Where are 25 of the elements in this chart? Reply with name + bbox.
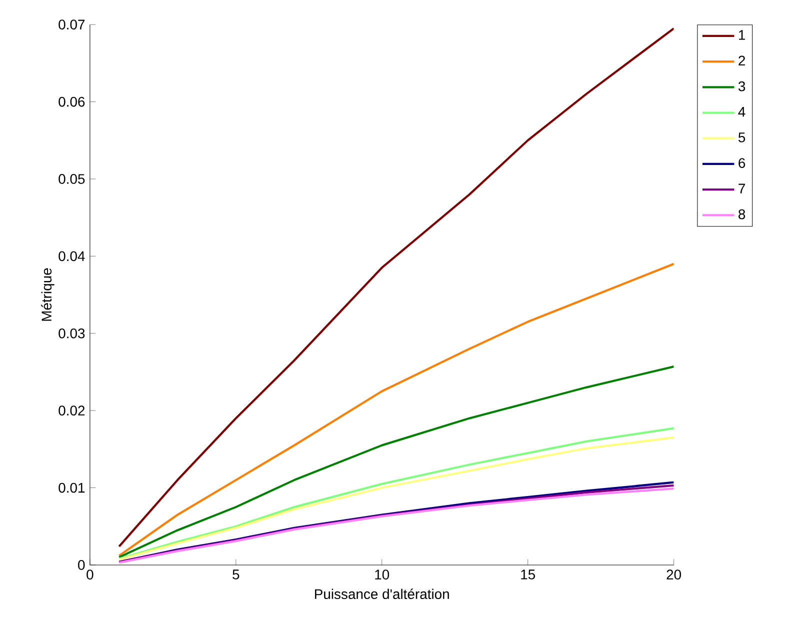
y-tick-label: 0.02: [58, 406, 85, 416]
legend-label: 2: [738, 56, 745, 66]
x-tick-label: 15: [521, 570, 535, 580]
legend-label: 5: [738, 132, 746, 142]
x-tick-label: 20: [666, 570, 682, 580]
y-tick-label: 0.03: [58, 328, 85, 338]
legend-label: 8: [738, 209, 746, 220]
y-tick-label: 0.05: [58, 174, 85, 184]
y-tick-label: 0.07: [58, 20, 85, 30]
y-tick-label: 0: [78, 560, 85, 570]
legend-label: 3: [738, 81, 746, 92]
legend-label: 4: [738, 107, 746, 117]
y-axis-title: Métrique: [41, 268, 54, 321]
y-tick-label: 0.04: [58, 251, 85, 262]
x-tick-label: 5: [232, 570, 240, 580]
legend-label: 1: [738, 30, 745, 40]
legend-label: 7: [738, 184, 745, 194]
y-tick-label: 0.01: [58, 482, 85, 493]
line-series: [118, 27, 674, 548]
x-tick-label: 10: [375, 570, 390, 580]
legend-label: 6: [738, 158, 746, 168]
y-tick-label: 0.06: [58, 96, 85, 107]
line-series: [118, 366, 674, 558]
x-tick-label: 0: [86, 570, 94, 580]
x-axis-title: Puissance d'altération: [315, 588, 449, 600]
